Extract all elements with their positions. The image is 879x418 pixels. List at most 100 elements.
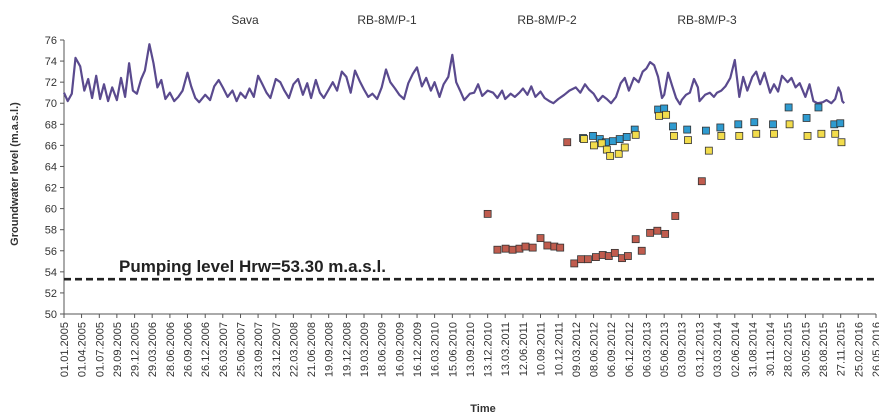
x-tick-label: 26.12.2006 — [200, 322, 212, 377]
data-point — [670, 131, 678, 140]
x-tick-label: 19.12.2008 — [341, 322, 353, 377]
x-tick-label: 03.09.2013 — [677, 322, 689, 377]
data-point — [704, 146, 713, 155]
x-tick-label: 16.09.2009 — [394, 322, 406, 377]
y-tick-label: 60 — [45, 204, 57, 216]
x-tick-label: 31.08.2014 — [747, 322, 759, 377]
sava-line — [62, 43, 846, 106]
data-point — [770, 129, 778, 138]
x-tick-label: 29.03.2006 — [147, 322, 159, 377]
data-point — [702, 126, 710, 135]
data-point — [717, 131, 726, 140]
x-tick-label: 22.03.2008 — [288, 322, 300, 377]
data-point — [615, 135, 624, 143]
series-label-sava: Sava — [231, 13, 259, 27]
x-tick-label: 21.06.2008 — [306, 322, 318, 377]
x-tick-label: 01.04.2005 — [77, 322, 89, 377]
data-point — [661, 230, 670, 238]
data-point — [637, 246, 646, 255]
data-point — [697, 177, 706, 186]
data-point — [623, 252, 632, 260]
series-labels: Sava RB-8M/P-1 RB-8M/P-2 RB-8M/P-3 — [231, 13, 737, 27]
x-tick-label: 03.12.2013 — [694, 322, 706, 377]
data-point — [580, 135, 588, 143]
data-point — [750, 118, 759, 127]
data-point — [683, 125, 692, 134]
data-point — [684, 136, 692, 145]
y-tick-label: 76 — [45, 35, 57, 47]
data-point — [590, 141, 598, 150]
data-point — [584, 255, 592, 264]
data-point — [836, 119, 845, 128]
data-point — [646, 228, 655, 237]
x-tick-label: 25.02.2016 — [853, 322, 865, 377]
data-point — [614, 149, 623, 158]
data-point — [620, 143, 629, 152]
x-tick-label: 29.09.2005 — [112, 322, 124, 377]
data-point — [662, 110, 671, 119]
data-point — [734, 120, 743, 129]
data-point — [716, 123, 725, 132]
x-tick-label: 18.06.2009 — [377, 322, 389, 377]
data-point — [589, 131, 597, 140]
data-point — [493, 245, 502, 254]
data-point — [528, 243, 537, 252]
x-tick-label: 02.06.2014 — [730, 322, 742, 377]
y-tick-label: 56 — [45, 246, 57, 258]
marker-series-2 — [483, 138, 706, 268]
y-tick-label: 72 — [45, 77, 57, 89]
x-tick-label: 06.03.2013 — [641, 322, 653, 377]
data-point — [631, 130, 640, 139]
x-tick-label: 28.02.2015 — [783, 322, 795, 377]
x-tick-label: 19.09.2008 — [324, 322, 336, 377]
data-point — [592, 253, 600, 261]
data-point — [622, 133, 631, 141]
x-tick-label: 13.12.2010 — [483, 322, 495, 377]
marker-series-1 — [580, 110, 846, 160]
x-tick-label: 28.06.2006 — [165, 322, 177, 377]
x-tick-label: 27.11.2015 — [836, 322, 848, 376]
x-axis: 01.01.2005 01.04.2005 01.07.2005 29.09.2005… — [59, 313, 879, 377]
x-tick-label: 12.06.2011 — [518, 322, 530, 376]
data-point — [631, 235, 640, 244]
x-tick-label: 08.06.2012 — [589, 322, 601, 377]
series-label-p2: RB-8M/P-2 — [517, 13, 577, 27]
series-label-p3: RB-8M/P-3 — [677, 13, 737, 27]
y-tick-label: 52 — [45, 288, 57, 300]
data-point — [563, 138, 572, 147]
x-tick-label: 30.11.2014 — [765, 322, 777, 376]
data-point — [597, 139, 606, 148]
data-point — [831, 129, 840, 138]
y-tick-label: 64 — [45, 161, 57, 173]
data-point — [752, 129, 761, 138]
data-point — [577, 255, 585, 264]
x-tick-label: 26.05.2016 — [871, 322, 879, 377]
x-tick-label: 26.03.2007 — [218, 322, 230, 377]
series-label-p1: RB-8M/P-1 — [357, 13, 417, 27]
data-point — [817, 129, 826, 138]
x-tick-label: 10.12.2011 — [553, 322, 565, 376]
data-point — [556, 243, 565, 252]
x-tick-label: 13.03.2011 — [500, 322, 512, 376]
data-point — [610, 248, 619, 257]
x-axis-title: Time — [470, 403, 495, 415]
data-point — [671, 212, 680, 220]
y-axis: 50 52 54 56 58 60 62 64 66 68 70 72 74 76 — [45, 35, 65, 321]
data-point — [483, 209, 492, 218]
x-tick-label: 06.12.2012 — [624, 322, 636, 377]
data-point — [814, 103, 823, 112]
data-point — [570, 259, 579, 268]
x-tick-label: 03.03.2014 — [712, 322, 724, 377]
y-tick-label: 58 — [45, 225, 57, 237]
x-tick-label: 29.12.2005 — [130, 322, 142, 377]
x-tick-label: 01.07.2005 — [94, 322, 106, 377]
x-tick-label: 06.09.2012 — [606, 322, 618, 377]
data-point — [837, 138, 846, 147]
x-tick-label: 13.09.2010 — [465, 322, 477, 377]
y-tick-label: 50 — [45, 309, 57, 321]
x-tick-label: 25.06.2007 — [236, 322, 248, 377]
plot-area — [62, 43, 876, 281]
pumping-level-annotation: Pumping level Hrw=53.30 m.a.s.l. — [119, 257, 386, 276]
y-tick-label: 68 — [45, 119, 57, 131]
